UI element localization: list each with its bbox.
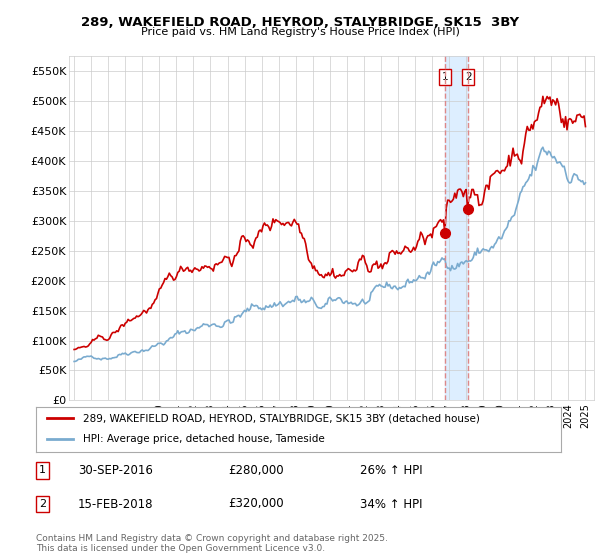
Text: HPI: Average price, detached house, Tameside: HPI: Average price, detached house, Tame… [83, 435, 325, 445]
Text: 2: 2 [39, 499, 46, 509]
Text: 30-SEP-2016: 30-SEP-2016 [78, 464, 153, 477]
Text: 1: 1 [442, 72, 448, 82]
Text: £320,000: £320,000 [228, 497, 284, 511]
Text: Price paid vs. HM Land Registry's House Price Index (HPI): Price paid vs. HM Land Registry's House … [140, 27, 460, 37]
Text: 2: 2 [465, 72, 472, 82]
Text: 289, WAKEFIELD ROAD, HEYROD, STALYBRIDGE, SK15  3BY: 289, WAKEFIELD ROAD, HEYROD, STALYBRIDGE… [81, 16, 519, 29]
Text: 15-FEB-2018: 15-FEB-2018 [78, 497, 154, 511]
Text: 34% ↑ HPI: 34% ↑ HPI [360, 497, 422, 511]
Text: £280,000: £280,000 [228, 464, 284, 477]
Bar [445, 56, 468, 400]
Text: 289, WAKEFIELD ROAD, HEYROD, STALYBRIDGE, SK15 3BY (detached house): 289, WAKEFIELD ROAD, HEYROD, STALYBRIDGE… [83, 413, 480, 423]
Text: 26% ↑ HPI: 26% ↑ HPI [360, 464, 422, 477]
Text: Contains HM Land Registry data © Crown copyright and database right 2025.
This d: Contains HM Land Registry data © Crown c… [36, 534, 388, 553]
Text: 1: 1 [39, 465, 46, 475]
